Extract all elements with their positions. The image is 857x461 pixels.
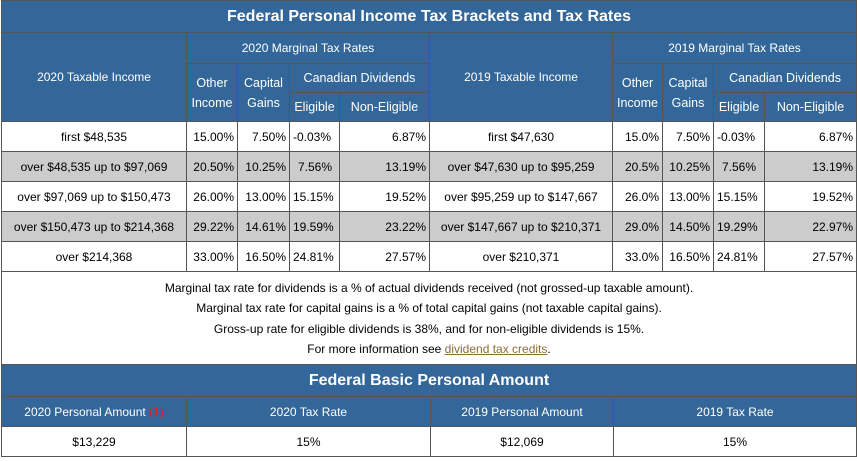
income-2020-cell: over $48,535 up to $97,069 [1,151,187,182]
table-row: $13,229 15% $12,069 15% [1,426,857,458]
capital-2020-cell: 16.50% [237,241,290,272]
other-2020-cell: 33.00% [186,241,238,272]
header-rate-2020: 2020 Tax Rate [186,396,431,428]
income-2019-cell: over $147,667 up to $210,371 [429,211,613,242]
non-eligible-2019-cell: 19.52% [763,181,857,212]
capital-2020-cell: 13.00% [237,181,290,212]
other-2019-cell: 26.0% [612,181,663,212]
other-2020-cell: 20.50% [186,151,238,182]
capital-2019-cell: 14.50% [662,211,714,242]
other-2020-cell: 26.00% [186,181,238,212]
eligible-2020-cell: -0.03% [289,121,340,152]
income-2019-cell: over $210,371 [429,241,613,272]
table-row: over $150,473 up to $214,368 29.22% 14.6… [1,211,857,242]
table-row: over $214,368 33.00% 16.50% 24.81% 27.57… [1,241,857,272]
rate-2019-cell: 15% [613,426,857,458]
eligible-2019-cell: 19.29% [713,211,765,242]
header-canadian-dividends-2019: Canadian Dividends [712,63,857,93]
income-2020-cell: over $150,473 up to $214,368 [1,211,187,242]
eligible-2020-cell: 24.81% [289,241,340,272]
header-rate-2019: 2019 Tax Rate [613,396,857,428]
non-eligible-2019-cell: 13.19% [763,151,857,182]
header-personal-2020: 2020 Personal Amount (1) [1,396,187,428]
header-other-income-2020: Other Income [186,63,238,122]
non-eligible-2020-cell: 27.57% [339,241,430,272]
non-eligible-2020-cell: 23.22% [339,211,430,242]
header-personal-2019: 2019 Personal Amount [430,396,614,428]
non-eligible-2020-cell: 13.19% [339,151,430,182]
eligible-2019-cell: 15.15% [713,181,765,212]
eligible-2019-cell: 7.56% [713,151,765,182]
header-income-2019: 2019 Taxable Income [429,32,613,122]
table-row: first $48,535 15.00% 7.50% -0.03% 6.87% … [1,121,857,152]
capital-2019-cell: 16.50% [662,241,714,272]
note-dividends: Marginal tax rate for dividends is a % o… [164,281,694,295]
header-marginal-2019: 2019 Marginal Tax Rates [611,32,857,64]
capital-2020-cell: 7.50% [237,121,290,152]
rate-2020-cell: 15% [186,426,431,458]
header-other-income-2019: Other Income [612,63,663,122]
footnote-marker: (1) [149,404,164,419]
income-2020-cell: over $97,069 up to $150,473 [1,181,187,212]
table-row: over $48,535 up to $97,069 20.50% 10.25%… [1,151,857,182]
header-marginal-2020: 2020 Marginal Tax Rates [186,32,430,64]
capital-2020-cell: 10.25% [237,151,290,182]
basic-personal-amount-table: Federal Basic Personal Amount 2020 Perso… [1,364,857,458]
header-capital-gains-2019: Capital Gains [662,63,714,122]
notes-panel: Marginal tax rate for dividends is a % o… [0,270,857,366]
eligible-2020-cell: 7.56% [289,151,340,182]
dividend-tax-credits-link[interactable]: dividend tax credits [444,341,548,356]
header-non-eligible-2019: Non-Eligible [763,92,857,122]
header-income-2020: 2020 Taxable Income [1,32,187,122]
non-eligible-2019-cell: 6.87% [763,121,857,152]
note-gross-up: Gross-up rate for eligible dividends is … [213,321,645,336]
non-eligible-2019-cell: 22.97% [763,211,857,242]
header-non-eligible-2020: Non-Eligible [339,92,430,122]
non-eligible-2020-cell: 19.52% [339,181,430,212]
income-2020-cell: over $214,368 [1,241,187,272]
header-capital-gains-2020: Capital Gains [237,63,290,122]
other-2020-cell: 29.22% [186,211,238,242]
income-2019-cell: first $47,630 [429,121,613,152]
header-eligible-2019: Eligible [713,92,765,122]
note-more-info: For more information see dividend tax cr… [307,341,551,356]
non-eligible-2020-cell: 6.87% [339,121,430,152]
eligible-2019-cell: -0.03% [713,121,765,152]
basic-amount-title: Federal Basic Personal Amount [1,364,857,398]
table-title: Federal Personal Income Tax Brackets and… [0,0,857,33]
capital-2019-cell: 13.00% [662,181,714,212]
eligible-2020-cell: 15.15% [289,181,340,212]
other-2020-cell: 15.00% [186,121,238,152]
other-2019-cell: 29.0% [612,211,663,242]
non-eligible-2019-cell: 27.57% [763,241,857,272]
eligible-2020-cell: 19.59% [289,211,340,242]
other-2019-cell: 20.5% [612,151,663,182]
other-2019-cell: 15.0% [612,121,663,152]
capital-2019-cell: 10.25% [662,151,714,182]
note-capital-gains: Marginal tax rate for capital gains is a… [196,301,662,316]
income-2019-cell: over $95,259 up to $147,667 [429,181,613,212]
income-2019-cell: over $47,630 up to $95,259 [429,151,613,182]
income-2020-cell: first $48,535 [1,121,187,152]
other-2019-cell: 33.0% [612,241,663,272]
personal-2020-cell: $13,229 [1,426,187,458]
capital-2019-cell: 7.50% [662,121,714,152]
header-eligible-2020: Eligible [289,92,340,122]
header-canadian-dividends-2020: Canadian Dividends [289,63,430,93]
table-row: over $97,069 up to $150,473 26.00% 13.00… [1,181,857,212]
personal-2019-cell: $12,069 [430,426,614,458]
capital-2020-cell: 14.61% [237,211,290,242]
tax-brackets-table: Federal Personal Income Tax Brackets and… [0,0,857,366]
eligible-2019-cell: 24.81% [713,241,765,272]
